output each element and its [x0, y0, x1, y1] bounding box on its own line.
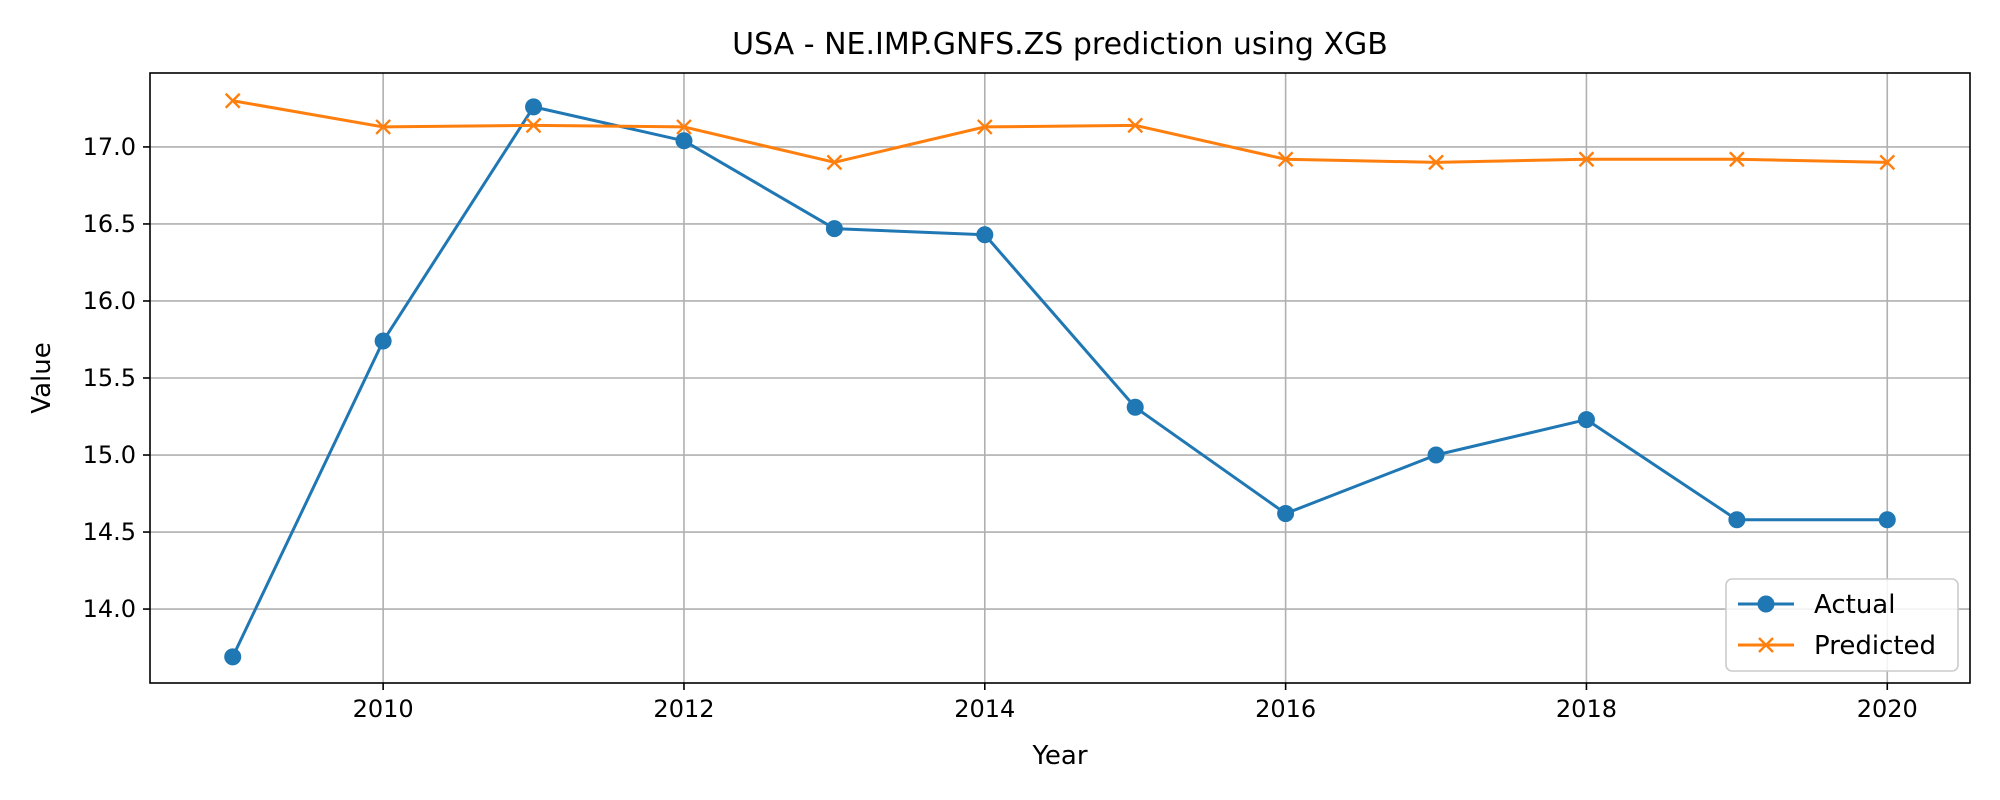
data-point	[374, 332, 392, 350]
legend: Actual Predicted	[1725, 578, 1959, 672]
grid-lines	[150, 73, 1970, 683]
legend-label: Predicted	[1814, 631, 1936, 661]
x-tick-label: 2010	[353, 695, 414, 723]
series-line	[232, 99, 1888, 164]
data-point	[375, 119, 391, 135]
data-point	[1728, 511, 1746, 529]
y-axis-label: Value	[27, 342, 57, 413]
data-point	[1126, 398, 1144, 416]
data-point	[675, 132, 693, 150]
y-tick-label: 14.0	[83, 595, 136, 623]
series-line	[231, 105, 1888, 658]
data-point	[1127, 117, 1144, 134]
series-predicted	[224, 92, 1896, 171]
y-tick-label: 16.0	[83, 287, 136, 315]
x-tick-label: 2014	[954, 695, 1015, 723]
y-tick-label: 17.0	[83, 133, 136, 161]
x-tick-label: 2012	[653, 695, 714, 723]
data-series	[224, 92, 1896, 666]
chart-title: USA - NE.IMP.GNFS.ZS prediction using XG…	[732, 27, 1388, 62]
x-tick-label: 2016	[1255, 695, 1316, 723]
legend-item-predicted: Predicted	[1738, 631, 1936, 661]
legend-marker	[1757, 595, 1775, 613]
data-point	[1577, 411, 1595, 429]
data-point	[1427, 446, 1445, 464]
data-point	[1729, 151, 1745, 168]
x-tick-label: 2018	[1556, 695, 1617, 723]
data-point	[1277, 505, 1295, 523]
data-point	[224, 648, 242, 666]
y-tick-label: 14.5	[83, 518, 136, 546]
data-point	[1878, 511, 1896, 529]
y-axis: 14.0 14.5 15.0 15.5 16.0 16.5 17.0	[83, 133, 150, 623]
data-point	[825, 220, 843, 238]
series-actual	[224, 98, 1896, 666]
x-tick-label: 2020	[1857, 695, 1918, 723]
legend-label: Actual	[1814, 590, 1895, 620]
data-point	[1277, 151, 1294, 168]
data-point	[1578, 151, 1595, 168]
data-point	[976, 119, 993, 135]
data-point	[525, 117, 542, 134]
legend-item-actual: Actual	[1738, 590, 1895, 620]
legend-frame	[1725, 578, 1959, 672]
data-point	[1879, 154, 1896, 171]
data-point	[826, 154, 843, 171]
data-point	[525, 98, 543, 116]
plot-frame	[149, 72, 1971, 684]
data-point	[224, 92, 241, 109]
x-axis-label: Year	[1031, 741, 1087, 771]
data-point	[676, 119, 692, 135]
y-tick-label: 15.0	[83, 441, 136, 469]
legend-marker	[1758, 637, 1774, 653]
y-tick-label: 16.5	[83, 210, 136, 238]
data-point	[976, 226, 994, 244]
data-point	[1428, 154, 1444, 171]
y-tick-label: 15.5	[83, 364, 136, 392]
x-axis: 2010 2012 2014 2016 2018 2020	[353, 683, 1918, 723]
